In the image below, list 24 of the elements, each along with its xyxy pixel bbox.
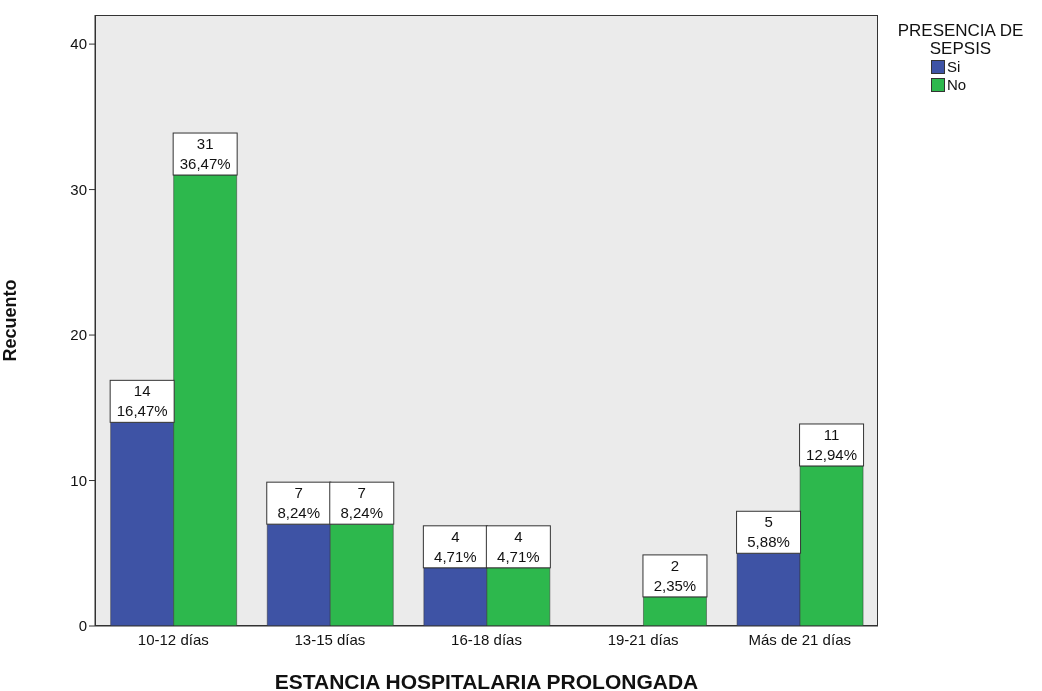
x-tick-label: 16-18 días: [451, 630, 522, 648]
data-label: 5 5,88%: [747, 513, 790, 551]
y-tick-label: 40: [70, 35, 87, 53]
x-tick-label: Más de 21 días: [748, 630, 851, 648]
x-tick-label: 10-12 días: [137, 630, 209, 648]
data-label: 4 4,71%: [434, 527, 477, 565]
legend-label: Si: [947, 58, 961, 76]
x-tick-label: 19-21 días: [607, 630, 679, 648]
legend-title: PRESENCIA DE SEPSIS: [896, 21, 1025, 58]
data-label: 2 2,35%: [653, 556, 697, 594]
data-label: 4 4,71%: [497, 527, 540, 565]
y-tick-label: 30: [70, 180, 87, 198]
data-label: 14 16,47%: [116, 382, 168, 420]
x-tick-label: 13-15 días: [294, 630, 366, 648]
data-label: 7 8,24%: [277, 484, 321, 522]
y-tick-label: 10: [70, 471, 87, 489]
x-axis-title: ESTANCIA HOSPITALARIA PROLONGADA: [274, 670, 699, 691]
data-label: 31 36,47%: [179, 135, 231, 173]
data-label: 11 12,94%: [806, 425, 857, 463]
y-axis-title: Recuento: [0, 279, 21, 362]
y-tick-label: 0: [78, 617, 87, 635]
legend-label: No: [947, 76, 967, 94]
y-tick-label: 20: [70, 326, 87, 344]
data-label: 7 8,24%: [340, 484, 384, 522]
